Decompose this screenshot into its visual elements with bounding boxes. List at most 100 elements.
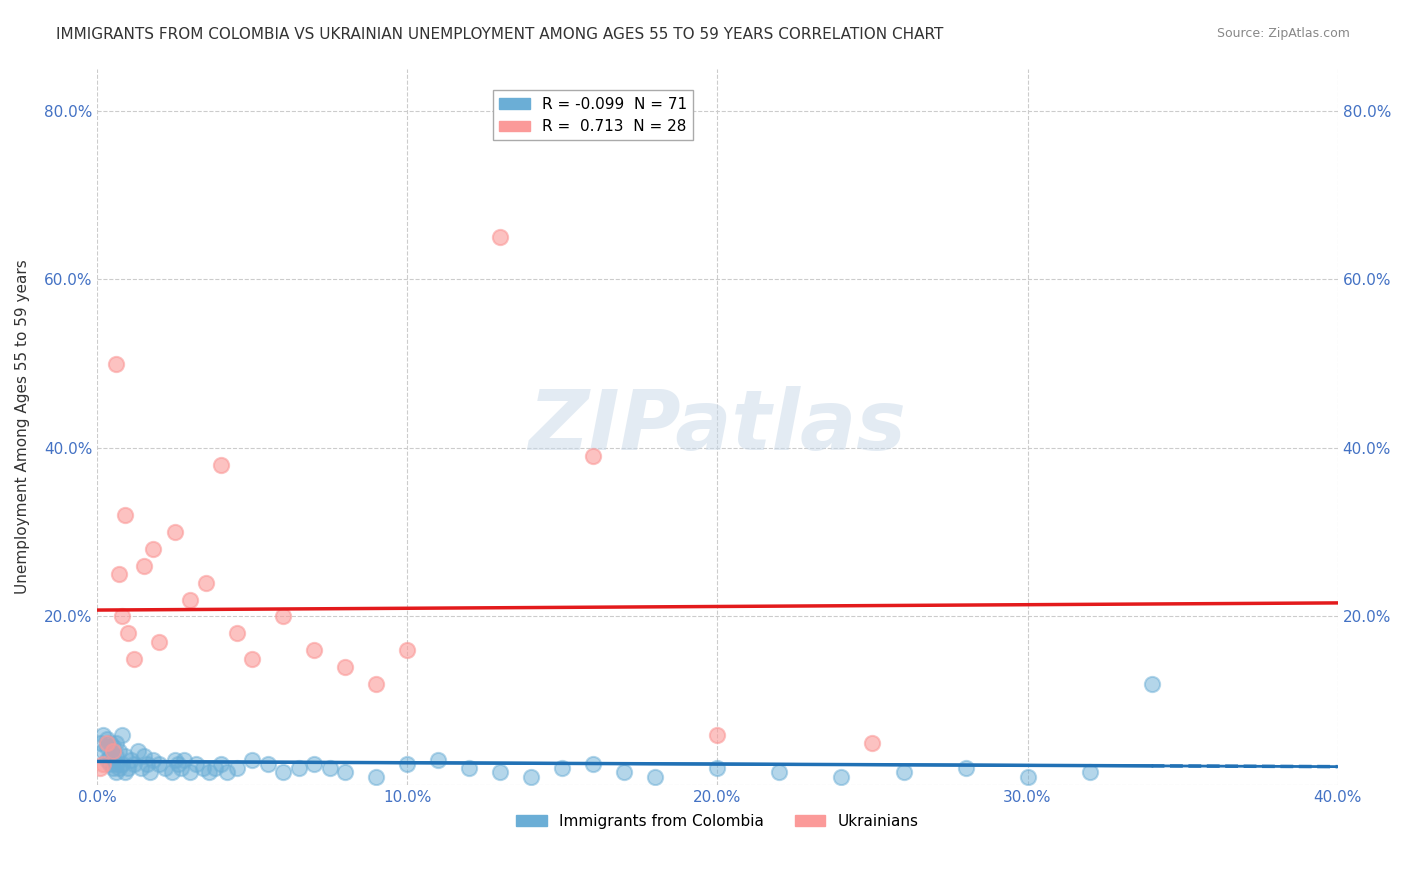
Point — [209, 757, 232, 772]
Point — [142, 753, 165, 767]
Point — [204, 761, 226, 775]
Point — [132, 748, 155, 763]
Point — [396, 643, 419, 657]
Point — [89, 761, 111, 775]
Point — [551, 761, 574, 775]
Point — [124, 651, 146, 665]
Y-axis label: Unemployment Among Ages 55 to 59 years: Unemployment Among Ages 55 to 59 years — [15, 260, 30, 594]
Point — [101, 753, 124, 767]
Point — [163, 525, 186, 540]
Point — [98, 736, 121, 750]
Point — [768, 765, 790, 780]
Point — [114, 508, 136, 523]
Point — [427, 753, 450, 767]
Point — [108, 567, 131, 582]
Point — [111, 757, 134, 772]
Point — [135, 757, 157, 772]
Point — [304, 643, 326, 657]
Point — [319, 761, 342, 775]
Point — [458, 761, 481, 775]
Point — [163, 753, 186, 767]
Point — [124, 757, 146, 772]
Point — [335, 765, 357, 780]
Point — [89, 736, 111, 750]
Point — [225, 626, 247, 640]
Point — [127, 744, 149, 758]
Point — [148, 757, 170, 772]
Point — [108, 744, 131, 758]
Point — [209, 458, 232, 472]
Point — [582, 757, 605, 772]
Point — [1078, 765, 1101, 780]
Point — [1017, 770, 1039, 784]
Point — [893, 765, 915, 780]
Point — [256, 757, 278, 772]
Point — [271, 765, 294, 780]
Point — [132, 558, 155, 573]
Point — [111, 727, 134, 741]
Point — [955, 761, 977, 775]
Point — [104, 736, 127, 750]
Point — [191, 761, 214, 775]
Point — [366, 677, 388, 691]
Point — [111, 609, 134, 624]
Point — [96, 753, 118, 767]
Point — [114, 748, 136, 763]
Point — [304, 757, 326, 772]
Point — [93, 744, 115, 758]
Point — [240, 651, 263, 665]
Text: IMMIGRANTS FROM COLOMBIA VS UKRAINIAN UNEMPLOYMENT AMONG AGES 55 TO 59 YEARS COR: IMMIGRANTS FROM COLOMBIA VS UKRAINIAN UN… — [56, 27, 943, 42]
Point — [335, 660, 357, 674]
Point — [489, 230, 512, 244]
Text: Source: ZipAtlas.com: Source: ZipAtlas.com — [1216, 27, 1350, 40]
Legend: Immigrants from Colombia, Ukrainians: Immigrants from Colombia, Ukrainians — [510, 807, 925, 835]
Point — [186, 757, 208, 772]
Point — [217, 765, 239, 780]
Text: ZIPatlas: ZIPatlas — [529, 386, 907, 467]
Point — [104, 757, 127, 772]
Point — [366, 770, 388, 784]
Point — [96, 731, 118, 746]
Point — [96, 736, 118, 750]
Point — [194, 575, 217, 590]
Point — [179, 592, 201, 607]
Point — [104, 357, 127, 371]
Point — [271, 609, 294, 624]
Point — [148, 634, 170, 648]
Point — [117, 761, 139, 775]
Point — [167, 757, 190, 772]
Point — [582, 450, 605, 464]
Point — [706, 727, 728, 741]
Point — [489, 765, 512, 780]
Point — [520, 770, 543, 784]
Point — [179, 765, 201, 780]
Point — [862, 736, 884, 750]
Point — [101, 740, 124, 755]
Point — [155, 761, 177, 775]
Point — [101, 744, 124, 758]
Point — [644, 770, 666, 784]
Point — [288, 761, 311, 775]
Point — [114, 765, 136, 780]
Point — [706, 761, 728, 775]
Point — [96, 740, 118, 755]
Point — [108, 761, 131, 775]
Point — [129, 761, 152, 775]
Point — [139, 765, 162, 780]
Point — [98, 757, 121, 772]
Point — [225, 761, 247, 775]
Point — [1140, 677, 1163, 691]
Point — [396, 757, 419, 772]
Point — [98, 748, 121, 763]
Point — [198, 765, 221, 780]
Point — [173, 753, 195, 767]
Point — [93, 727, 115, 741]
Point — [142, 542, 165, 557]
Point — [101, 761, 124, 775]
Point — [170, 761, 193, 775]
Point — [104, 748, 127, 763]
Point — [240, 753, 263, 767]
Point — [613, 765, 636, 780]
Point — [830, 770, 852, 784]
Point — [160, 765, 183, 780]
